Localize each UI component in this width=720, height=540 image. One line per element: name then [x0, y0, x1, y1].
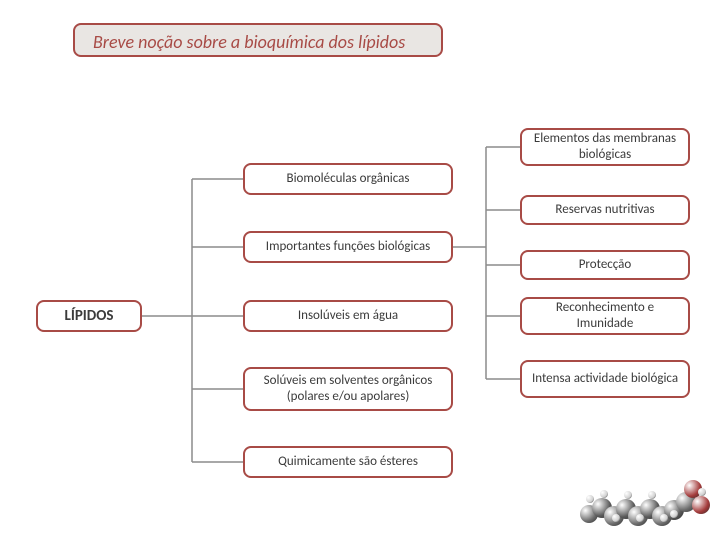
atom [692, 496, 710, 514]
middle-node-4: Quimicamente são ésteres [243, 446, 453, 478]
middle-node-0-label: Biomoléculas orgânicas [287, 171, 410, 187]
right-node-0: Elementos das membranas biológicas [520, 128, 690, 166]
atom [670, 510, 678, 518]
right-node-3: Reconhecimento e Imunidade [520, 297, 690, 335]
right-node-4: Intensa actividade biológica [520, 360, 690, 398]
right-node-3-label: Reconhecimento e Imunidade [530, 300, 680, 331]
middle-node-1-label: Importantes funções biológicas [266, 239, 430, 255]
diagram-title: Breve noção sobre a bioquímica dos lípid… [73, 23, 443, 57]
molecule-image [580, 470, 710, 530]
diagram-title-text: Breve noção sobre a bioquímica dos lípid… [93, 31, 405, 53]
atom [612, 514, 620, 522]
atom [600, 490, 608, 498]
right-node-2: Protecção [520, 250, 690, 280]
middle-node-3-label: Solúveis em solventes orgânicos (polares… [253, 373, 443, 404]
middle-node-3: Solúveis em solventes orgânicos (polares… [243, 367, 453, 411]
middle-node-4-label: Quimicamente são ésteres [278, 454, 418, 470]
atom [660, 514, 668, 522]
right-node-4-label: Intensa actividade biológica [532, 371, 678, 387]
middle-node-0: Biomoléculas orgânicas [243, 163, 453, 195]
atom [586, 495, 594, 503]
root-node-label: LÍPIDOS [64, 307, 113, 325]
middle-node-1: Importantes funções biológicas [243, 231, 453, 263]
atom [636, 514, 644, 522]
middle-node-2-label: Insolúveis em água [298, 308, 398, 324]
atom [624, 491, 632, 499]
right-node-0-label: Elementos das membranas biológicas [530, 131, 680, 162]
root-node: LÍPIDOS [36, 300, 142, 332]
right-node-2-label: Protecção [579, 257, 632, 273]
middle-node-2: Insolúveis em água [243, 300, 453, 332]
right-node-1-label: Reservas nutritivas [555, 202, 654, 218]
atom [648, 491, 656, 499]
right-node-1: Reservas nutritivas [520, 195, 690, 225]
atom [698, 488, 706, 496]
